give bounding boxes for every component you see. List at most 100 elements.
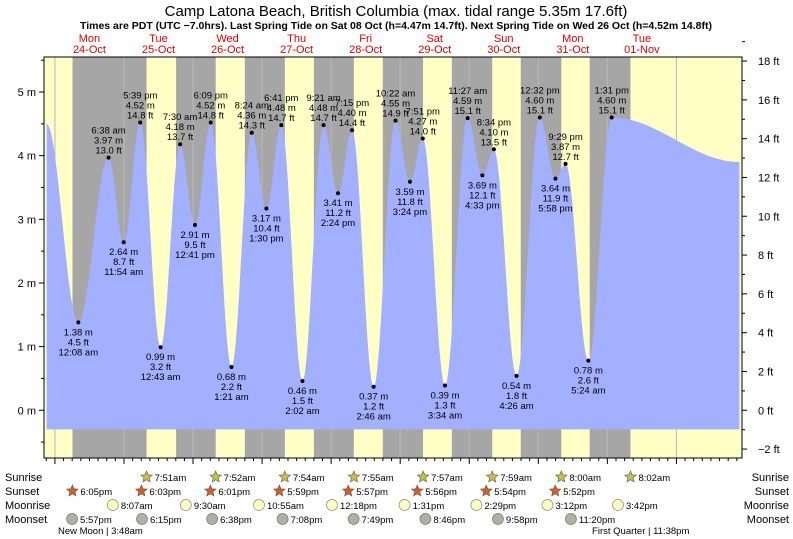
tide-height-m-label: 4.55 m bbox=[381, 99, 410, 110]
tide-height-ft-label: 13.0 ft bbox=[95, 146, 122, 157]
sunset-time-label: 5:54pm bbox=[494, 487, 526, 498]
tide-point bbox=[336, 191, 341, 196]
tide-height-m-label: 0.46 m bbox=[288, 386, 317, 397]
row-label-right-sunrise: Sunrise bbox=[752, 472, 789, 484]
tide-height-m-label: 4.40 m bbox=[337, 108, 366, 119]
sunset-time-label: 6:01pm bbox=[218, 487, 250, 498]
sunrise-star-icon bbox=[485, 470, 499, 483]
tide-height-m-label: 4.60 m bbox=[525, 95, 554, 106]
moonrise-time-label: 9:30am bbox=[194, 501, 226, 512]
tide-height-m-label: 3.41 m bbox=[324, 198, 353, 209]
moonset-icon bbox=[66, 513, 78, 525]
sunset-star-icon bbox=[548, 484, 562, 497]
tide-height-ft-label: 15.1 ft bbox=[527, 105, 554, 116]
tide-point bbox=[514, 373, 519, 378]
tide-height-m-label: 4.48 m bbox=[267, 103, 296, 114]
sunrise-star-icon bbox=[140, 470, 154, 483]
tide-time-label: 12:41 pm bbox=[175, 250, 215, 261]
sunrise-time-label: 7:55am bbox=[362, 473, 394, 484]
moonrise-time-label: 12:18pm bbox=[340, 501, 377, 512]
day-name-label: Mon bbox=[79, 33, 100, 45]
moonset-icon bbox=[565, 513, 577, 525]
moon-phase-label: New Moon | 3:48am bbox=[58, 526, 143, 537]
day-name-label: Wed bbox=[216, 33, 238, 45]
tide-height-m-label: 4.27 m bbox=[408, 116, 437, 127]
tide-time-label: 4:26 am bbox=[499, 401, 533, 412]
day-date-label: 31-Oct bbox=[556, 44, 589, 56]
y-tick-label-ft: 8 ft bbox=[758, 250, 773, 262]
tide-height-m-label: 2.91 m bbox=[180, 230, 209, 241]
tide-height-ft-label: 2.2 ft bbox=[221, 382, 242, 393]
tide-time-label: 8:34 pm bbox=[477, 117, 511, 128]
sunrise-star-icon bbox=[623, 470, 637, 483]
tide-time-label: 7:30 am bbox=[163, 112, 197, 123]
tide-point bbox=[192, 223, 197, 228]
tide-height-m-label: 0.39 m bbox=[430, 390, 459, 401]
tide-area bbox=[46, 117, 740, 430]
sunrise-star-icon bbox=[209, 470, 223, 483]
moonset-time-label: 8:46pm bbox=[433, 515, 465, 526]
tide-height-ft-label: 2.6 ft bbox=[578, 376, 599, 387]
row-label-right-sunset: Sunset bbox=[755, 486, 789, 498]
y-tick-label-ft: 18 ft bbox=[758, 56, 779, 68]
tide-height-ft-label: 11.9 ft bbox=[543, 194, 569, 205]
moonrise-icon bbox=[398, 499, 411, 511]
day-name-label: Sat bbox=[426, 33, 443, 45]
tide-point bbox=[393, 118, 398, 123]
tide-height-m-label: 0.54 m bbox=[502, 381, 531, 392]
tide-point bbox=[491, 147, 496, 152]
tide-point bbox=[121, 240, 126, 245]
tide-time-label: 5:24 am bbox=[571, 386, 605, 397]
tide-point bbox=[442, 383, 447, 388]
moonrise-icon bbox=[106, 499, 119, 511]
sunset-star-icon bbox=[341, 484, 355, 497]
chart-subtitle: Times are PDT (UTC −7.0hrs). Last Spring… bbox=[80, 20, 712, 32]
tide-height-ft-label: 15.1 ft bbox=[599, 105, 626, 116]
sunrise-star-icon bbox=[416, 470, 430, 483]
day-date-label: 24-Oct bbox=[73, 44, 106, 56]
moonrise-icon bbox=[612, 499, 624, 511]
sunset-time-label: 5:57pm bbox=[356, 487, 388, 498]
moonset-time-label: 9:58pm bbox=[506, 515, 538, 526]
tide-height-ft-label: 14.7 ft bbox=[268, 113, 295, 124]
axes: 5 m 4 m 3 m 2 m 1 m 0 m 18 ft 16 ft 14 ft 12 ft 10… bbox=[18, 41, 780, 464]
tide-point bbox=[300, 378, 305, 383]
row-label-left-sunrise: Sunrise bbox=[5, 472, 42, 484]
row-label-left-moonset: Moonset bbox=[5, 514, 47, 526]
y-tick-label-ft: 14 ft bbox=[758, 134, 779, 146]
tide-height-m-label: 3.97 m bbox=[94, 136, 123, 147]
tide-time-label: 9:29 pm bbox=[548, 132, 582, 143]
tide-time-label: 1:31 pm bbox=[595, 85, 629, 96]
sunrise-time-label: 7:52am bbox=[224, 473, 256, 484]
tide-point bbox=[480, 173, 485, 178]
tide-point bbox=[138, 120, 143, 125]
tide-height-ft-label: 11.8 ft bbox=[397, 197, 423, 208]
tide-height-m-label: 4.10 m bbox=[479, 127, 508, 138]
y-tick-label-ft: 16 ft bbox=[758, 95, 779, 107]
moonrise-time-label: 3:12pm bbox=[556, 501, 588, 512]
moon-phase-label: First Quarter | 11:38pm bbox=[592, 526, 689, 537]
tide-height-m-label: 0.68 m bbox=[217, 372, 246, 383]
tide-time-label: 2:02 am bbox=[285, 406, 319, 417]
tide-point bbox=[229, 364, 234, 369]
tide-height-m-label: 3.87 m bbox=[551, 142, 580, 153]
tide-height-ft-label: 14.7 ft bbox=[310, 113, 337, 124]
tide-height-m-label: 4.18 m bbox=[166, 122, 195, 133]
tide-height-ft-label: 1.3 ft bbox=[434, 400, 455, 411]
tide-height-ft-label: 14.3 ft bbox=[239, 121, 266, 132]
y-tick-label-m: 4 m bbox=[18, 151, 36, 163]
tide-height-m-label: 3.59 m bbox=[395, 187, 424, 198]
tide-point bbox=[321, 123, 326, 128]
tide-point bbox=[249, 130, 254, 135]
moonrise-time-label: 8:07am bbox=[121, 501, 153, 512]
tide-time-label: 1:21 am bbox=[214, 392, 248, 403]
y-tick-label-m: 5 m bbox=[18, 87, 36, 99]
tide-height-m-label: 0.37 m bbox=[359, 392, 388, 403]
moonrise-time-label: 3:42pm bbox=[626, 501, 658, 512]
sunset-star-icon bbox=[272, 484, 286, 497]
y-tick-label-ft: 10 ft bbox=[758, 211, 779, 223]
tide-time-label: 7:51 pm bbox=[406, 106, 440, 117]
tide-height-m-label: 0.78 m bbox=[574, 366, 603, 377]
tide-height-ft-label: 14.8 ft bbox=[198, 111, 225, 122]
day-name-label: Tue bbox=[149, 33, 168, 45]
